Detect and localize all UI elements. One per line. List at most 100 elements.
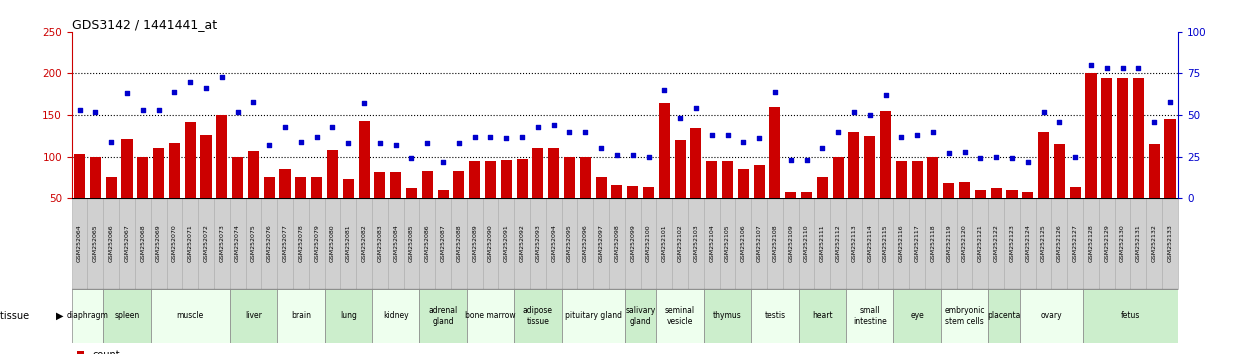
Bar	[279, 169, 290, 198]
Text: GSM252113: GSM252113	[852, 224, 857, 262]
Text: GSM252121: GSM252121	[978, 224, 983, 262]
Bar	[1085, 74, 1096, 198]
Bar	[470, 161, 481, 198]
Bar	[833, 156, 844, 198]
Text: GSM252080: GSM252080	[330, 224, 335, 262]
Bar	[643, 187, 654, 198]
Text: GSM252125: GSM252125	[1041, 224, 1046, 262]
Point	[512, 134, 531, 139]
Bar	[514, 198, 530, 289]
Point	[733, 139, 753, 144]
Point	[812, 145, 832, 151]
Bar	[912, 161, 923, 198]
Text: GSM252132: GSM252132	[1152, 224, 1157, 262]
Bar	[72, 198, 88, 289]
Point	[418, 141, 438, 146]
Bar	[861, 198, 878, 289]
Bar	[325, 198, 340, 289]
Bar	[941, 198, 957, 289]
Bar	[801, 193, 812, 198]
Bar	[894, 289, 941, 343]
Point	[1082, 62, 1101, 68]
Text: salivary
gland: salivary gland	[625, 306, 656, 326]
Point	[623, 152, 643, 158]
Text: spleen: spleen	[115, 312, 140, 320]
Text: GSM252106: GSM252106	[740, 224, 745, 262]
Bar	[1115, 198, 1131, 289]
Text: thymus: thymus	[713, 312, 742, 320]
Point	[1112, 65, 1132, 71]
Point	[290, 139, 310, 144]
Text: GSM252101: GSM252101	[661, 224, 666, 262]
Point	[69, 107, 89, 113]
Text: muscle: muscle	[177, 312, 204, 320]
Bar	[485, 161, 496, 198]
Point	[449, 141, 468, 146]
Text: GSM252092: GSM252092	[519, 224, 524, 262]
Bar	[564, 156, 575, 198]
Text: GDS3142 / 1441441_at: GDS3142 / 1441441_at	[72, 18, 216, 31]
Bar	[910, 198, 925, 289]
Text: GSM252093: GSM252093	[535, 224, 540, 262]
Bar	[90, 156, 101, 198]
Bar	[198, 198, 214, 289]
Point	[607, 152, 627, 158]
Bar	[277, 289, 325, 343]
Text: GSM252089: GSM252089	[472, 224, 477, 262]
Bar	[88, 198, 104, 289]
Point	[1018, 159, 1038, 165]
Point	[307, 134, 326, 139]
Text: small
intestine: small intestine	[853, 306, 886, 326]
Text: GSM252064: GSM252064	[77, 224, 82, 262]
Bar	[612, 185, 623, 198]
Bar	[848, 132, 859, 198]
Bar	[1038, 132, 1049, 198]
Text: lung: lung	[340, 312, 357, 320]
Text: GSM252115: GSM252115	[883, 224, 887, 262]
Text: GSM252122: GSM252122	[994, 224, 999, 262]
Text: GSM252088: GSM252088	[456, 224, 461, 262]
Bar	[1004, 198, 1020, 289]
Bar	[1083, 289, 1178, 343]
Bar	[1162, 198, 1178, 289]
Point	[85, 109, 105, 115]
Bar	[640, 198, 656, 289]
Text: GSM252073: GSM252073	[219, 224, 224, 262]
Bar	[561, 289, 624, 343]
Bar	[135, 198, 151, 289]
Bar	[421, 171, 433, 198]
Point	[164, 89, 184, 95]
Bar	[372, 289, 419, 343]
Point	[591, 145, 611, 151]
Text: GSM252107: GSM252107	[756, 224, 761, 262]
Point	[355, 101, 375, 106]
Point	[639, 154, 659, 159]
Bar	[261, 198, 277, 289]
Point	[860, 112, 880, 118]
Bar	[675, 140, 686, 198]
Point	[1096, 65, 1116, 71]
Point	[844, 109, 864, 115]
Point	[117, 91, 137, 96]
Bar	[454, 171, 465, 198]
Text: ovary: ovary	[1041, 312, 1062, 320]
Bar	[548, 148, 559, 198]
Text: GSM252120: GSM252120	[962, 224, 967, 262]
Bar	[1022, 193, 1033, 198]
Text: GSM252117: GSM252117	[915, 224, 920, 262]
Bar	[596, 177, 607, 198]
Text: ▶: ▶	[56, 311, 63, 321]
Bar	[1101, 78, 1112, 198]
Bar	[137, 156, 148, 198]
Bar	[151, 289, 230, 343]
Bar	[151, 198, 167, 289]
Point	[339, 141, 358, 146]
Text: heart: heart	[812, 312, 833, 320]
Text: GSM252084: GSM252084	[393, 224, 398, 262]
Point	[907, 132, 927, 138]
Text: GSM252067: GSM252067	[125, 224, 130, 262]
Bar	[1069, 187, 1080, 198]
Bar	[1146, 198, 1162, 289]
Bar	[769, 107, 780, 198]
Text: GSM252083: GSM252083	[377, 224, 382, 262]
